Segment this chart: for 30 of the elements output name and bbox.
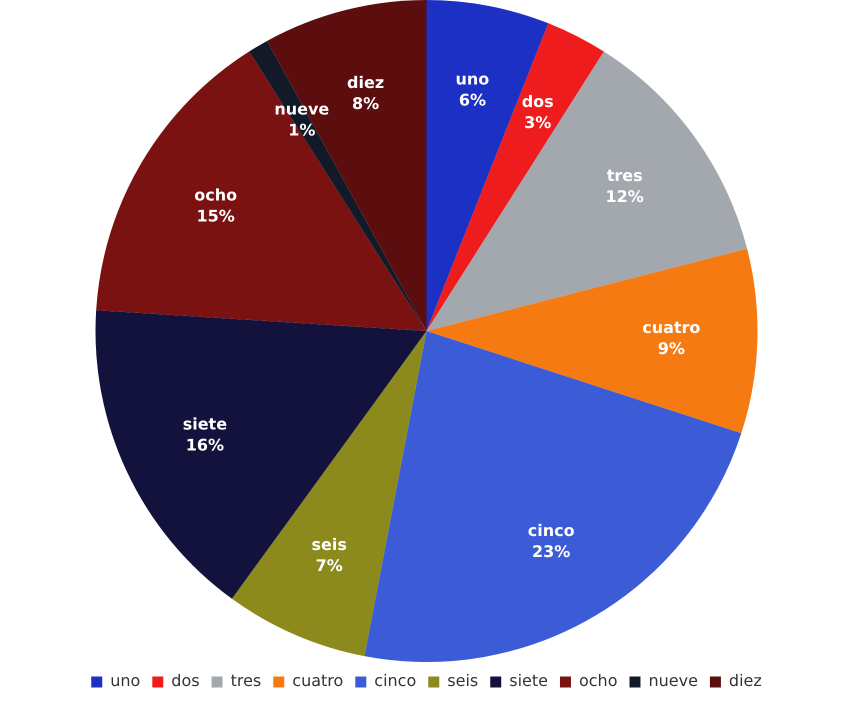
data-label: 1% [288, 120, 316, 140]
data-label: 9% [658, 338, 685, 358]
legend-label: tres [230, 671, 262, 690]
slice-label: tres [606, 166, 643, 186]
data-label: 23% [532, 542, 570, 561]
data-label: 15% [196, 206, 235, 226]
slice-label: cuatro [642, 318, 700, 337]
data-label: 8% [352, 94, 380, 113]
legend-label: diez [728, 671, 762, 690]
slice-label: nueve [274, 99, 330, 118]
legend-label: uno [110, 671, 140, 690]
data-label: 16% [186, 435, 224, 454]
slice-label: cinco [528, 520, 575, 540]
data-label: 7% [316, 556, 343, 575]
data-label: 6% [458, 90, 486, 110]
legend-label: seis [447, 671, 478, 690]
slice-label: dos [522, 92, 554, 111]
slice-label: seis [312, 534, 347, 554]
slice-label: siete [182, 414, 228, 434]
legend-label: cuatro [292, 671, 344, 690]
legend-label: nueve [648, 671, 698, 690]
legend-label: cinco [374, 671, 416, 690]
slice-label: ocho [194, 185, 238, 204]
legend-label: dos [171, 671, 200, 690]
legend-label: ocho [578, 671, 618, 690]
slice-label: uno [456, 70, 490, 89]
slice-label: diez [347, 72, 384, 92]
legend-label: siete [509, 671, 548, 690]
data-label: 12% [606, 187, 644, 206]
data-label: 3% [524, 112, 552, 132]
